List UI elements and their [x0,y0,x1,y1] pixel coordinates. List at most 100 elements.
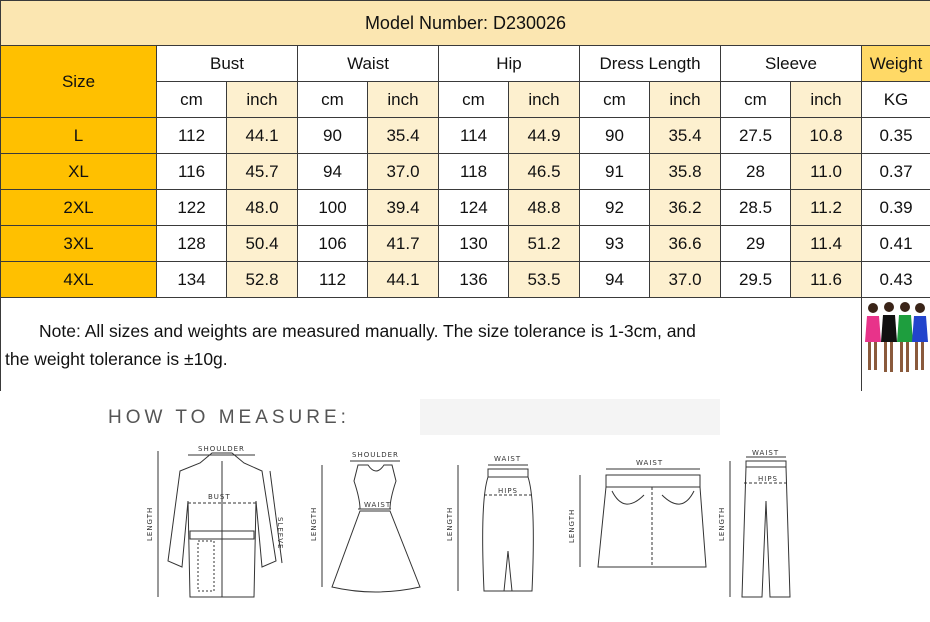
bust-cm-cell: 112 [156,117,227,154]
unit-cm: cm [156,81,227,118]
shorts-length-label: LENGTH [568,509,576,543]
jacket-sleeve-label: SLEEVE [276,517,284,549]
unit-cm: cm [297,81,368,118]
note-line-1: Note: All sizes and weights are measured… [39,320,696,341]
bust-cm-cell: 122 [156,189,227,226]
sleeve-inch-cell: 11.2 [790,189,862,226]
sleeve-cm-cell: 29.5 [720,261,791,298]
unit-inch: inch [508,81,580,118]
length-cm-cell: 93 [579,225,650,262]
unit-cm: cm [438,81,509,118]
how-to-measure-heading: HOW TO MEASURE: [108,407,350,428]
skirt-waist-label: WAIST [494,455,521,463]
sleeve-header: Sleeve [720,45,862,82]
model-figure [912,303,928,370]
sleeve-inch-cell: 11.0 [790,153,862,190]
sleeve-cm-cell: 28 [720,153,791,190]
how-to-measure-section: HOW TO MEASURE: SHOULDER BUST LENGTH SLE… [0,391,930,622]
unit-cm: cm [579,81,650,118]
hip-inch-cell: 46.5 [508,153,580,190]
model-figure [865,303,881,370]
weight-cell: 0.37 [861,153,930,190]
dress-length-label: LENGTH [310,507,318,541]
size-cell: 2XL [0,189,157,226]
weight-cell: 0.41 [861,225,930,262]
pants-waist-label: WAIST [752,449,779,457]
model-number-title: Model Number: D230026 [0,0,930,46]
length-cm-cell: 91 [579,153,650,190]
waist-inch-cell: 44.1 [367,261,439,298]
size-cell: L [0,117,157,154]
length-cm-cell: 90 [579,117,650,154]
jacket-bust-label: BUST [208,493,231,501]
length-inch-cell: 35.4 [649,117,721,154]
model-figure [881,302,897,372]
bust-inch-cell: 44.1 [226,117,298,154]
waist-inch-cell: 41.7 [367,225,439,262]
hip-inch-cell: 51.2 [508,225,580,262]
length-inch-cell: 35.8 [649,153,721,190]
skirt-diagram: WAIST HIPS LENGTH [446,455,534,592]
measure-diagrams: SHOULDER BUST LENGTH SLEEVE SHOULDER WAI… [146,399,791,598]
dress-shoulder-label: SHOULDER [352,451,399,459]
size-chart-table: Model Number: D230026 Size Bust Waist Hi… [0,0,930,392]
sleeve-cm-cell: 28.5 [720,189,791,226]
sleeve-inch-cell: 10.8 [790,117,862,154]
hip-cm-cell: 114 [438,117,509,154]
waist-cm-cell: 90 [297,117,368,154]
bust-inch-cell: 45.7 [226,153,298,190]
shorts-waist-label: WAIST [636,459,663,467]
bust-header: Bust [156,45,298,82]
table-row: XL 116 45.7 94 37.0 118 46.5 91 35.8 28 … [0,153,930,190]
sleeve-inch-cell: 11.4 [790,225,862,262]
waist-inch-cell: 39.4 [367,189,439,226]
pants-diagram: WAIST HIPS LENGTH [718,449,791,598]
bust-cm-cell: 134 [156,261,227,298]
model-photo-cell [861,297,930,392]
length-inch-cell: 36.2 [649,189,721,226]
table-row: 2XL 122 48.0 100 39.4 124 48.8 92 36.2 2… [0,189,930,226]
hip-inch-cell: 44.9 [508,117,580,154]
model-figure [897,302,913,372]
sleeve-inch-cell: 11.6 [790,261,862,298]
weight-cell: 0.35 [861,117,930,154]
jacket-length-label: LENGTH [146,507,154,541]
note-line-2: the weight tolerance is ±10g. [5,348,228,369]
table-row: 4XL 134 52.8 112 44.1 136 53.5 94 37.0 2… [0,261,930,298]
waist-inch-cell: 37.0 [367,153,439,190]
skirt-hips-label: HIPS [498,487,518,495]
waist-cm-cell: 112 [297,261,368,298]
model-photo [865,302,928,372]
skirt-length-label: LENGTH [446,507,454,541]
bust-inch-cell: 50.4 [226,225,298,262]
hip-header: Hip [438,45,580,82]
waist-inch-cell: 35.4 [367,117,439,154]
table-row: L 112 44.1 90 35.4 114 44.9 90 35.4 27.5… [0,117,930,154]
hip-cm-cell: 136 [438,261,509,298]
unit-inch: inch [790,81,862,118]
weight-cell: 0.39 [861,189,930,226]
sleeve-cm-cell: 27.5 [720,117,791,154]
dress-diagram: SHOULDER WAIST LENGTH [310,451,421,593]
jacket-diagram: SHOULDER BUST LENGTH SLEEVE [146,445,284,598]
bust-inch-cell: 52.8 [226,261,298,298]
sleeve-cm-cell: 29 [720,225,791,262]
dress-length-header: Dress Length [579,45,721,82]
hip-cm-cell: 124 [438,189,509,226]
pants-length-label: LENGTH [718,507,726,541]
unit-cm: cm [720,81,791,118]
shorts-diagram: WAIST LENGTH [568,459,707,568]
size-cell: 4XL [0,261,157,298]
length-cm-cell: 92 [579,189,650,226]
pants-hips-label: HIPS [758,475,778,483]
hip-cm-cell: 130 [438,225,509,262]
dress-waist-label: WAIST [364,501,391,509]
size-cell: XL [0,153,157,190]
length-inch-cell: 36.6 [649,225,721,262]
table-row: 3XL 128 50.4 106 41.7 130 51.2 93 36.6 2… [0,225,930,262]
waist-cm-cell: 94 [297,153,368,190]
weight-header: Weight [861,45,930,82]
hip-inch-cell: 53.5 [508,261,580,298]
length-cm-cell: 94 [579,261,650,298]
jacket-shoulder-label: SHOULDER [198,445,245,453]
